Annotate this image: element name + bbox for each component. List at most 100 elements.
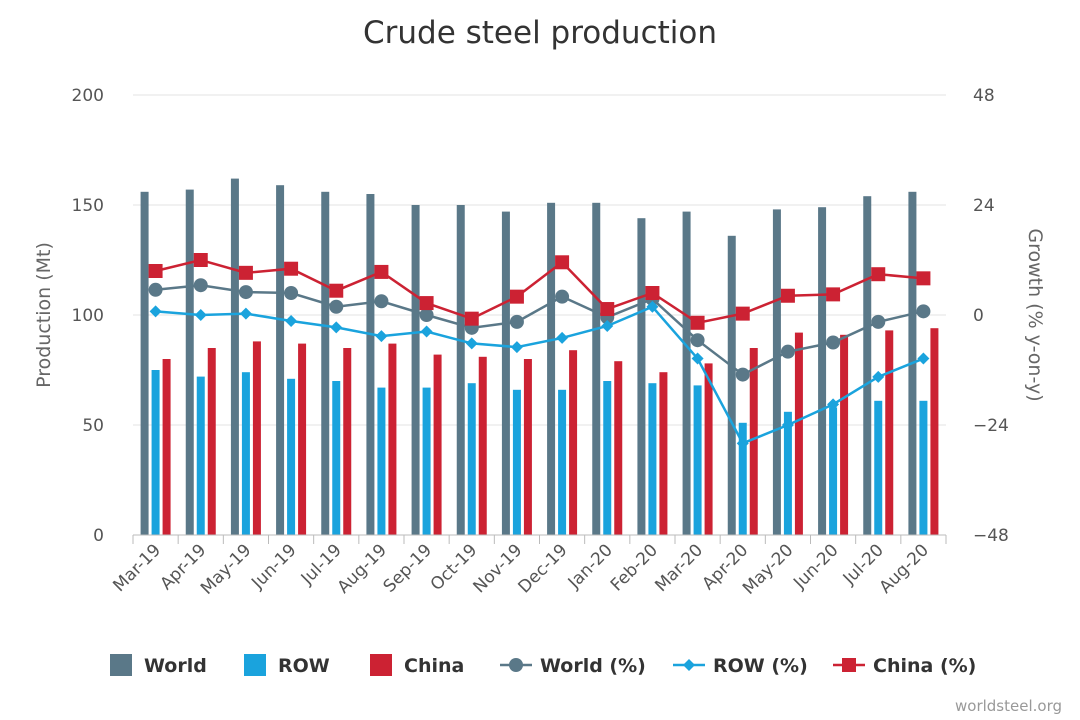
bar-row	[693, 385, 702, 535]
legend-label-row: ROW	[278, 655, 330, 677]
bar-row	[648, 383, 657, 535]
point-row	[239, 307, 252, 320]
y-tick-label-left: 0	[93, 526, 104, 546]
x-tick-label: Aug-20	[876, 540, 933, 597]
point-china	[600, 302, 615, 317]
point-world	[148, 282, 163, 297]
legend-swatch-row	[244, 654, 266, 676]
y-tick-label-left: 50	[82, 416, 104, 436]
bar-china	[343, 348, 352, 535]
point-world	[826, 335, 841, 350]
point-row	[420, 325, 433, 338]
legend-label-world: World	[144, 655, 207, 677]
point-world	[871, 314, 886, 329]
bar-row	[467, 383, 476, 535]
bars	[140, 178, 939, 536]
bar-world	[411, 205, 420, 535]
bar-row	[151, 370, 160, 535]
credit-label[interactable]: worldsteel.org	[955, 697, 1062, 715]
bar-china	[433, 354, 442, 535]
point-row	[646, 300, 659, 313]
point-row	[556, 331, 569, 344]
bar-china	[614, 361, 623, 535]
bar-world	[230, 178, 239, 535]
point-world	[690, 333, 705, 348]
bar-world	[276, 185, 285, 535]
point-china	[329, 283, 344, 298]
bar-china	[930, 328, 939, 535]
point-world	[509, 314, 524, 329]
point-china	[826, 287, 841, 302]
point-china	[509, 289, 524, 304]
x-tick-label: Nov-19	[470, 540, 527, 597]
gridlines	[133, 94, 946, 426]
point-china	[464, 311, 479, 326]
legend-swatch-world	[110, 654, 132, 676]
line-china	[155, 258, 924, 325]
y-axis-right-title: Growth (% y-on-y)	[1024, 228, 1046, 401]
chart-title: Crude steel production	[363, 15, 717, 51]
point-china	[238, 265, 253, 280]
bar-row	[738, 422, 747, 535]
point-row	[691, 352, 704, 365]
x-tick-label: Mar-20	[651, 540, 707, 596]
bar-china	[252, 341, 261, 535]
point-world	[374, 294, 389, 309]
point-row	[375, 330, 388, 343]
point-world	[555, 289, 570, 304]
point-row	[510, 341, 523, 354]
point-china	[735, 306, 750, 321]
bar-china	[794, 332, 803, 535]
line-row	[155, 305, 924, 445]
y-tick-label-right: 0	[973, 306, 984, 326]
point-row	[781, 419, 794, 431]
x-axis: Mar-19Apr-19May-19Jun-19Jul-19Aug-19Sep-…	[109, 534, 947, 599]
bar-row	[241, 372, 250, 535]
point-row	[465, 337, 478, 350]
legend-label-world: World (%)	[540, 655, 646, 677]
bar-china	[704, 363, 713, 535]
point-world	[238, 285, 253, 300]
point-row	[736, 437, 749, 450]
point-china	[148, 264, 163, 278]
y-axis-left: 0 50 100 150 200	[72, 86, 104, 546]
legend-label-china: China	[404, 655, 464, 677]
bar-world	[682, 211, 691, 535]
legend-marker-china	[842, 658, 856, 672]
point-china	[916, 271, 931, 286]
point-row	[601, 320, 614, 332]
point-row	[285, 314, 298, 327]
bar-row	[512, 389, 521, 535]
point-row	[872, 370, 885, 383]
x-tick-label: Sep-19	[380, 540, 436, 596]
x-tick-label: Aug-19	[334, 540, 391, 597]
y-tick-label-right: −48	[973, 526, 1009, 546]
bar-row	[603, 381, 612, 535]
legend-swatch-china	[370, 654, 392, 676]
legend-marker-row	[683, 659, 695, 671]
bar-china	[885, 330, 894, 535]
bar-china	[523, 359, 532, 535]
bar-row	[422, 387, 431, 535]
legend-label-row: ROW (%)	[713, 655, 808, 677]
x-tick-label: Jan-20	[564, 540, 617, 593]
bar-world	[456, 205, 465, 535]
bar-world	[818, 207, 827, 535]
bar-row	[783, 411, 792, 535]
bar-row	[874, 400, 883, 535]
y-tick-label-left: 100	[72, 306, 104, 326]
point-china	[284, 261, 299, 276]
point-row	[194, 309, 207, 321]
bar-world	[501, 211, 510, 535]
point-world	[419, 308, 434, 322]
bar-row	[196, 376, 205, 535]
legend-marker-world	[509, 658, 523, 672]
y-axis-right: −48 −24 0 24 48	[973, 86, 1009, 546]
point-china	[690, 315, 705, 330]
point-china	[645, 286, 660, 300]
point-row	[827, 398, 840, 411]
point-china	[555, 255, 570, 270]
bar-china	[749, 348, 758, 535]
bar-world	[637, 218, 646, 535]
bar-china	[659, 372, 668, 535]
